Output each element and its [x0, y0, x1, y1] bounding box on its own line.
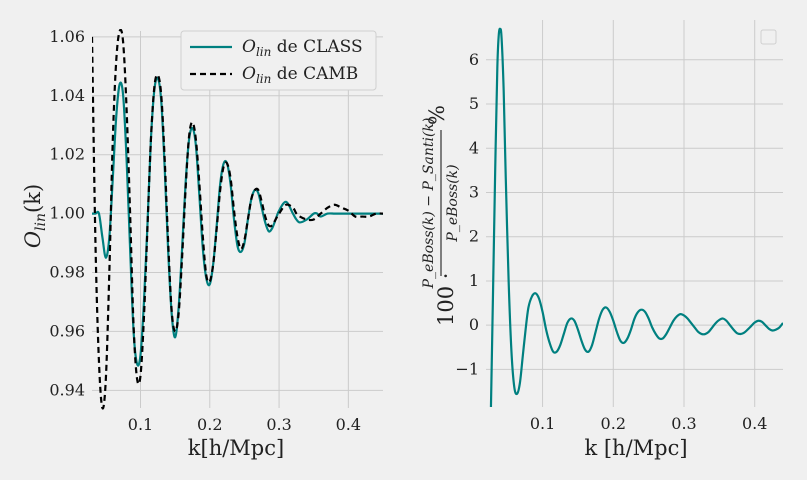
p0-ytick-label-0: 0.94: [49, 380, 85, 399]
right-tick-labels: 0.1 0.2 0.3 0.4 −1 0 1 2 3 4 5 6: [455, 50, 767, 433]
p0-xtick-label-3: 0.4: [336, 415, 361, 434]
y-label-suffix: %: [425, 105, 449, 125]
y-label-numerator: P_eBoss(k) − P_Santi(k): [421, 118, 437, 290]
left-chart-panel: 0.1 0.2 0.3 0.4 0.94 0.96 0.98 1.00 1.02 1.04 1.06…: [21, 27, 383, 460]
p0-series-line-0: [92, 76, 383, 367]
left-tick-labels: 0.1 0.2 0.3 0.4 0.94 0.96 0.98 1.00 1.02 1.04 1.06: [49, 27, 361, 434]
p1-xtick-label-0: 0.1: [530, 414, 555, 433]
left-x-axis-label: k[h/Mpc]: [188, 436, 284, 460]
p1-ytick-label-4: 3: [469, 182, 479, 201]
left-grid: [92, 31, 383, 408]
p0-ytick-label-6: 1.06: [49, 27, 85, 46]
empty-legend-box: [760, 29, 777, 45]
y-label-denominator: P_eBoss(k): [445, 164, 461, 242]
legend-frame: [180, 30, 377, 91]
p1-ytick-label-0: −1: [455, 359, 479, 378]
legend-label-camb: Olin de CAMB: [242, 64, 358, 86]
p1-xtick-label-3: 0.4: [742, 414, 767, 433]
p0-ytick-label-2: 0.98: [49, 263, 85, 282]
p0-xtick-label-0: 0.1: [128, 415, 153, 434]
right-x-axis-label: k [h/Mpc]: [584, 436, 687, 460]
right-grid: [486, 20, 783, 407]
p1-ytick-label-5: 4: [469, 138, 479, 157]
p1-xtick-label-2: 0.3: [671, 414, 696, 433]
p0-ytick-label-4: 1.02: [49, 145, 85, 164]
p0-ytick-label-1: 0.96: [49, 321, 85, 340]
p0-xtick-label-2: 0.3: [266, 415, 291, 434]
left-y-axis-label: Olin(k): [21, 184, 49, 248]
p1-ytick-label-7: 6: [469, 50, 479, 69]
p1-ytick-label-3: 2: [469, 227, 479, 246]
p0-series-line-1: [92, 29, 383, 410]
right-series-lines: [489, 27, 783, 408]
left-legend: Olin de CLASS Olin de CAMB: [180, 30, 377, 91]
right-y-axis-label: 100 · P_eBoss(k) − P_Santi(k) P_eBoss(k)…: [421, 105, 461, 326]
p0-ytick-label-3: 1.00: [49, 204, 85, 223]
p1-ytick-label-1: 0: [469, 315, 479, 334]
p0-xtick-label-1: 0.2: [197, 415, 222, 434]
p0-ytick-label-5: 1.04: [49, 86, 85, 105]
p1-ytick-label-2: 1: [469, 271, 479, 290]
y-label-prefix: 100 ·: [434, 273, 458, 326]
p1-series-line-0: [489, 27, 783, 408]
left-series-lines: [92, 29, 383, 410]
right-chart-panel: 0.1 0.2 0.3 0.4 −1 0 1 2 3 4 5 6 k [h/Mpc] 100 · P_…: [421, 20, 783, 460]
legend-label-class: Olin de CLASS: [242, 37, 363, 59]
p1-ytick-label-6: 5: [469, 94, 479, 113]
p1-xtick-label-1: 0.2: [601, 414, 626, 433]
